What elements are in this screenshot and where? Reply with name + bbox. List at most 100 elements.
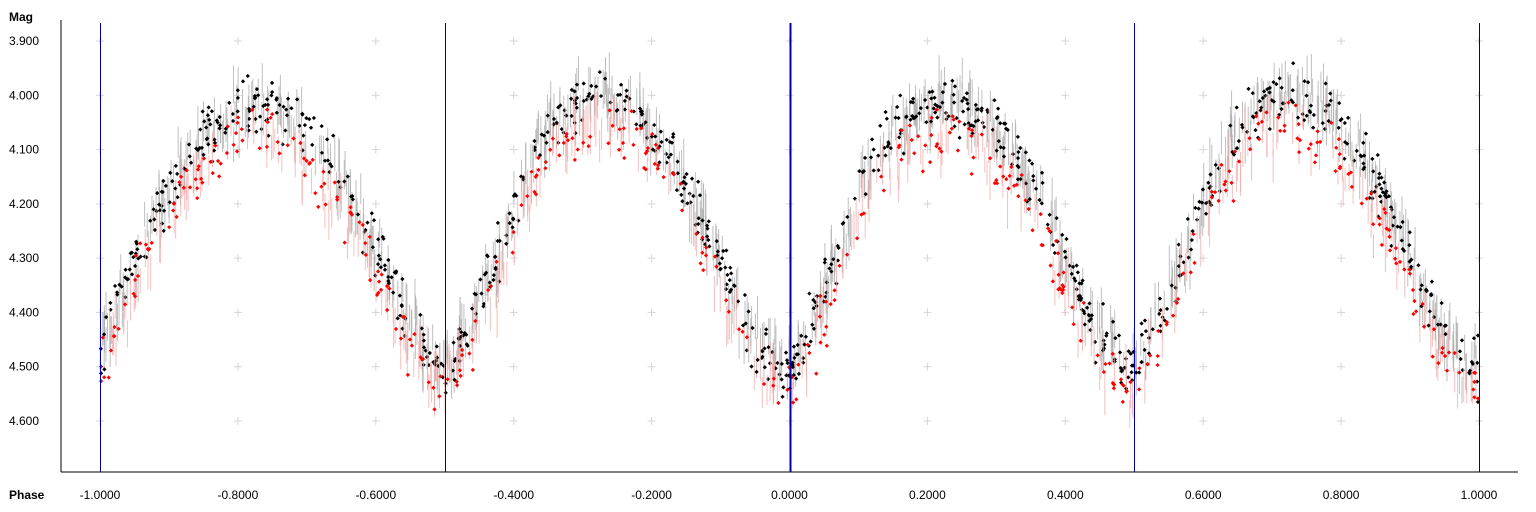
data-point [1423,287,1429,292]
data-point [102,367,107,372]
data-point [1023,198,1028,203]
data-point [1400,219,1405,225]
data-point [321,169,326,174]
data-point [1342,120,1347,126]
data-point [675,159,680,164]
y-tick-label: 4.300 [9,251,39,265]
data-point [714,264,719,269]
grid-cross [1061,199,1070,208]
data-point [1384,189,1389,194]
data-point [598,93,604,99]
data-point [1087,301,1092,306]
data-point [955,148,961,153]
data-point [152,227,158,233]
data-point [793,376,799,381]
data-point [1095,353,1100,358]
data-point [1407,243,1412,248]
data-point [1188,270,1193,275]
data-point [1223,188,1228,193]
data-point [575,147,580,152]
data-point [861,211,867,216]
data-point [1085,305,1090,310]
data-point [378,265,384,270]
data-point [1048,263,1053,268]
data-point [432,407,437,412]
data-point [510,250,515,255]
data-point [823,294,828,299]
data-point [217,174,222,179]
data-point [994,177,999,183]
data-point [1308,141,1313,147]
data-point [399,303,404,308]
data-point [1359,154,1364,159]
data-point [994,148,999,153]
data-point [374,292,380,298]
data-point [1027,197,1032,202]
data-point [1361,161,1366,166]
data-point [810,322,815,327]
data-point [1282,123,1287,128]
data-point [1393,256,1398,261]
data-point [1223,179,1228,184]
data-point [543,160,548,165]
data-point [212,140,218,145]
data-point [207,117,212,123]
data-point [335,197,340,202]
data-point [1376,175,1382,181]
grid-cross [371,199,380,208]
y-tick-label: 4.600 [9,414,39,428]
data-point [897,135,902,140]
data-point [1050,279,1055,284]
data-point [795,342,800,348]
x-tick-label: 0.0000 [771,488,808,502]
grid-cross [371,308,380,317]
data-point [597,69,602,75]
data-point [653,134,658,139]
data-point [1118,377,1124,382]
data-point [1175,296,1181,302]
data-point [939,149,944,154]
data-point [684,171,689,177]
data-point [167,225,172,230]
data-point [824,290,829,295]
grid-cross [1199,362,1208,371]
grid-cross [647,91,656,100]
data-point [1134,370,1139,375]
data-point [445,377,450,382]
data-point [1005,127,1010,132]
data-point [572,157,577,163]
data-point [1039,242,1044,248]
data-point [1267,126,1272,132]
data-point [1467,371,1472,376]
data-point [494,259,499,264]
data-point [696,216,701,221]
data-point [1216,198,1221,203]
grid-cross [647,308,656,317]
data-point [458,373,463,379]
data-point [155,190,160,196]
data-point [201,152,206,157]
data-point [1444,368,1450,373]
data-point [298,140,303,146]
data-point [277,151,282,156]
data-point [225,124,230,129]
grid-cross [923,308,932,317]
data-point [649,134,655,139]
y-tick-label: 3.900 [9,34,39,48]
data-point [178,174,184,179]
data-point [1467,368,1473,373]
data-point [987,156,993,161]
data-point [1150,327,1155,332]
data-point [822,260,827,265]
data-point [319,150,325,155]
grid-cross [1061,362,1070,371]
grid-cross [233,254,242,263]
data-point [342,240,347,245]
data-point [459,352,465,358]
grid-cross [1199,91,1208,100]
data-point [1176,242,1181,247]
data-point [1113,336,1118,341]
data-point [784,358,790,363]
data-point [1023,150,1028,155]
data-point [1246,86,1251,92]
